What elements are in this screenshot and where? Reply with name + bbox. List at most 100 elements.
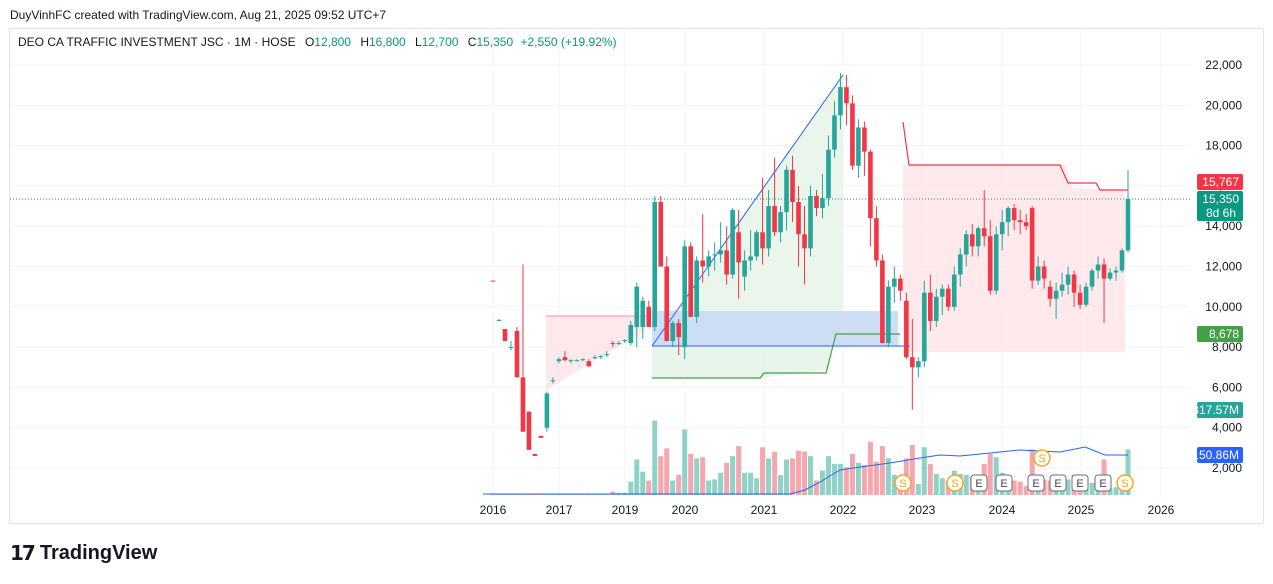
dividend-marker-label: S	[899, 478, 906, 490]
candle-body	[580, 359, 586, 361]
low-value: 12,700	[421, 35, 459, 49]
time-tick-label: 2023	[909, 503, 936, 517]
price-badge	[1197, 326, 1243, 342]
created-with-line: DuyVinhFC created with TradingView.com, …	[10, 8, 387, 22]
candle-body	[939, 288, 945, 297]
candle-body	[808, 195, 813, 249]
volume-bar	[628, 481, 634, 495]
upper-band-line	[902, 121, 1128, 191]
volume-bar	[1107, 488, 1113, 495]
price-tick-label: 6,000	[1212, 380, 1242, 394]
volume-bar	[933, 473, 939, 495]
volume-bar	[610, 491, 616, 495]
symbol-title: DEO CA TRAFFIC INVESTMENT JSC · 1M · HOS…	[18, 35, 296, 49]
volume-bar	[819, 470, 825, 495]
earnings-marker-icon	[1094, 474, 1112, 492]
volume-bar	[736, 446, 742, 495]
candle-body	[748, 256, 753, 261]
volume-bar	[664, 448, 670, 495]
time-tick-label: 2016	[480, 503, 507, 517]
candle-body	[682, 246, 687, 348]
volume-bar	[927, 463, 933, 495]
volume-bar	[939, 478, 945, 495]
volume-bar	[1065, 479, 1071, 495]
candle-body	[880, 260, 885, 344]
candle-body	[928, 292, 933, 321]
price-badge-label: 150.86M	[1192, 448, 1239, 462]
candle-body	[868, 151, 873, 219]
candle-body	[910, 357, 915, 368]
price-tick-label: 8,000	[1212, 340, 1242, 354]
candle-body	[802, 234, 807, 249]
candle-body	[892, 278, 897, 287]
price-tick-label: 14,000	[1205, 219, 1242, 233]
earnings-marker-label: E	[1000, 478, 1007, 490]
candle-body	[1125, 198, 1131, 251]
candle-body	[502, 328, 508, 342]
candle-body	[526, 411, 532, 450]
volume-bar	[915, 483, 921, 495]
volume-bar	[963, 475, 969, 495]
candle-body	[712, 254, 717, 256]
volume-bar	[694, 458, 700, 495]
candle-body	[987, 236, 993, 291]
price-tick-label: 10,000	[1205, 300, 1242, 314]
dividend-marker-icon	[946, 474, 964, 492]
volume-bar	[825, 456, 831, 495]
brand-name: TradingView	[39, 541, 158, 564]
volume-bar	[813, 480, 819, 495]
dividend-marker-icon	[1116, 474, 1134, 492]
candle-body	[934, 296, 939, 321]
volume-bar	[754, 478, 760, 495]
price-badge	[1197, 174, 1243, 190]
price-badge	[1197, 191, 1243, 221]
candle-body	[568, 360, 574, 362]
candle-body	[856, 127, 861, 166]
volume-bar	[730, 456, 736, 495]
candle-body	[586, 361, 592, 367]
volume-bar	[784, 459, 790, 495]
candle-body	[886, 286, 891, 344]
volume-bar	[879, 446, 885, 495]
upper-range-fill	[546, 316, 646, 390]
candle-body	[778, 212, 783, 233]
volume-bar	[682, 429, 688, 495]
candle-body	[592, 357, 598, 359]
price-badge-label: 317.57M	[1192, 403, 1239, 417]
earnings-marker-icon	[1049, 474, 1067, 492]
candle-body	[1083, 286, 1089, 305]
volume-bar	[778, 475, 784, 495]
candle-body	[736, 232, 741, 263]
time-tick-label: 2021	[751, 503, 778, 517]
volume-bar	[831, 463, 837, 495]
price-tick-label: 4,000	[1212, 421, 1242, 435]
candle-body	[550, 380, 556, 382]
volume-bar	[802, 451, 808, 495]
dividend-marker-label: S	[951, 478, 958, 490]
candle-body	[969, 234, 975, 247]
price-badge-label: 8,678	[1209, 327, 1239, 341]
candle-body	[975, 228, 981, 247]
candle-body	[1053, 290, 1059, 299]
volume-bar	[712, 479, 718, 495]
volume-bar	[873, 461, 879, 495]
candle-body	[706, 256, 711, 267]
dividend-marker-icon	[1033, 449, 1051, 467]
tradingview-logo-icon: 17	[10, 541, 36, 565]
candle-body	[1041, 266, 1047, 279]
volume-bar	[1029, 449, 1035, 495]
price-tick-label: 2,000	[1212, 461, 1242, 475]
symbol-legend: DEO CA TRAFFIC INVESTMENT JSC · 1M · HOS…	[18, 35, 617, 49]
earnings-marker-label: E	[1032, 478, 1039, 490]
candle-body	[1077, 292, 1083, 305]
volume-bar	[855, 462, 861, 495]
volume-bar	[885, 458, 891, 495]
countdown-label: 8d 6h	[1206, 206, 1236, 220]
candle-body	[945, 288, 951, 307]
volume-bar	[676, 475, 682, 495]
candle-body	[760, 232, 765, 249]
candle-body	[604, 354, 610, 356]
volume-bar	[634, 459, 640, 495]
open-value: 12,800	[314, 35, 351, 49]
